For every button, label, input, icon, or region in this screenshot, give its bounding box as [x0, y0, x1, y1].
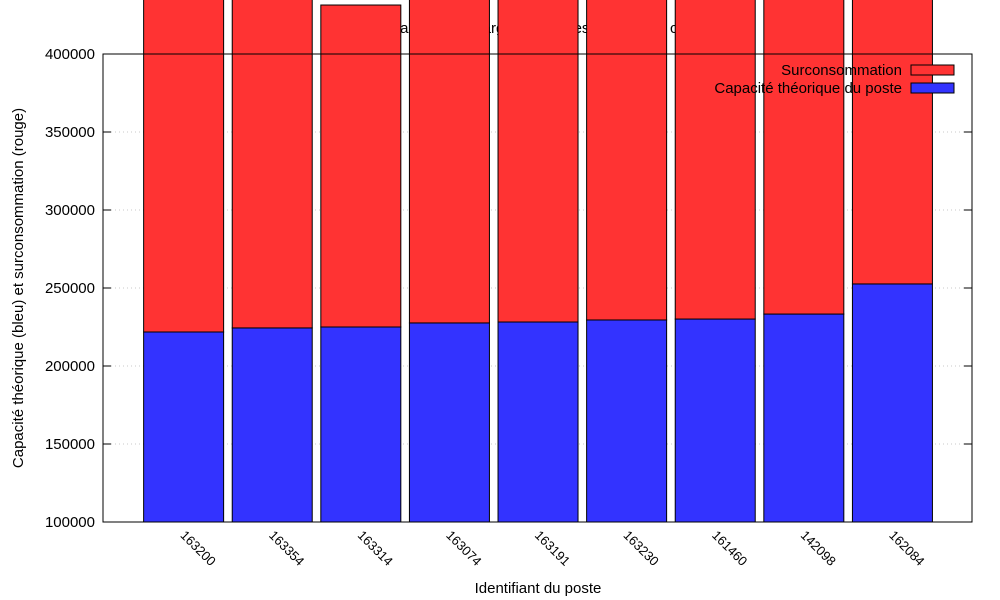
bar-segment [497, 0, 579, 323]
y-tick-label: 400000 [45, 46, 95, 63]
bar-segment [143, 0, 225, 333]
x-tick-label: 162084 [886, 528, 927, 569]
x-tick-label: 161460 [709, 528, 750, 569]
bar-segment [763, 0, 845, 315]
bar-segment [763, 313, 845, 523]
bar-segment [320, 326, 402, 523]
y-tick-label: 350000 [45, 124, 95, 141]
x-tick-label: 163191 [532, 528, 573, 569]
x-tick-label: 163354 [266, 528, 307, 569]
bar-segment [586, 0, 668, 321]
x-tick-label: 163230 [621, 528, 662, 569]
y-axis-label: Capacité théorique (bleu) et surconsomma… [10, 108, 27, 468]
x-tick-label: 163314 [355, 528, 396, 569]
bar-segment [143, 331, 225, 523]
bar-segment [231, 0, 313, 329]
x-tick-label: 142098 [798, 528, 839, 569]
x-tick-label: 163200 [178, 528, 219, 569]
bar-segment [408, 322, 490, 523]
y-tick-label: 200000 [45, 358, 95, 375]
legend-swatch [910, 82, 955, 94]
y-tick-label: 300000 [45, 202, 95, 219]
bar-segment [231, 327, 313, 523]
bar-segment [851, 283, 933, 523]
legend-label: Capacité théorique du poste [714, 80, 902, 97]
bar-segment [586, 319, 668, 523]
bar-segment [851, 0, 933, 285]
plot-frame [102, 53, 973, 523]
bar-segment [674, 0, 756, 320]
bar-segment [674, 318, 756, 523]
y-tick-label: 250000 [45, 280, 95, 297]
x-tick-label: 163074 [443, 528, 484, 569]
y-tick-label: 150000 [45, 436, 95, 453]
bar-segment [320, 4, 402, 328]
y-tick-label: 100000 [45, 514, 95, 531]
legend-label: Surconsommation [781, 62, 902, 79]
legend-swatch [910, 64, 955, 76]
bar-segment [408, 0, 490, 324]
bar-segment [497, 321, 579, 523]
x-axis-label: Identifiant du poste [475, 580, 602, 597]
